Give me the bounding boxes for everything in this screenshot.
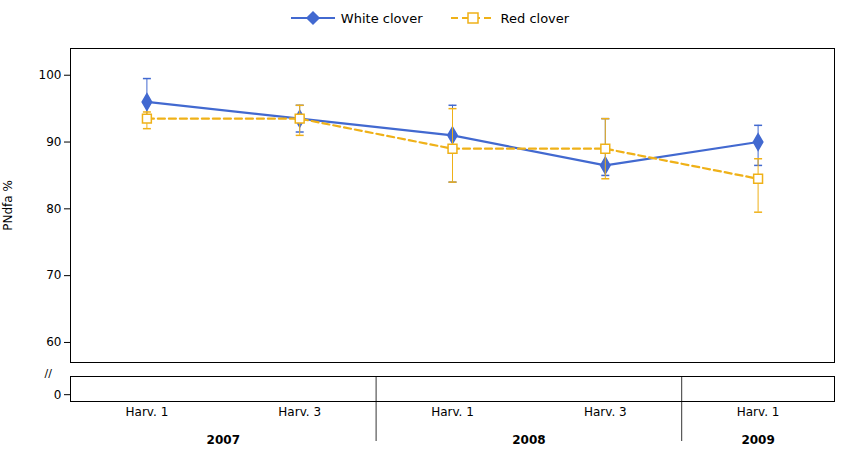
svg-text:2009: 2009 [741,433,774,447]
html-text:White clover: White clover [340,10,423,26]
svg-text:2008: 2008 [512,433,545,447]
svg-text:Harv. 1: Harv. 1 [126,405,169,419]
svg-text:70: 70 [46,268,61,282]
svg-text:0: 0 [54,388,62,402]
svg-text:Harv. 1: Harv. 1 [737,405,780,419]
svg-text:Harv. 1: Harv. 1 [431,405,474,419]
svg-text:Harv. 3: Harv. 3 [584,405,627,419]
svg-text:80: 80 [46,202,61,216]
svg-text:100: 100 [39,68,62,82]
svg-text:90: 90 [46,135,61,149]
html-text:Red clover: Red clover [500,10,570,26]
svg-text:Harv. 3: Harv. 3 [278,405,321,419]
svg-text://: // [45,367,53,380]
svg-text:60: 60 [46,335,61,349]
svg-text:2007: 2007 [207,433,240,447]
svg-text:PNdfa %: PNdfa % [1,180,15,231]
